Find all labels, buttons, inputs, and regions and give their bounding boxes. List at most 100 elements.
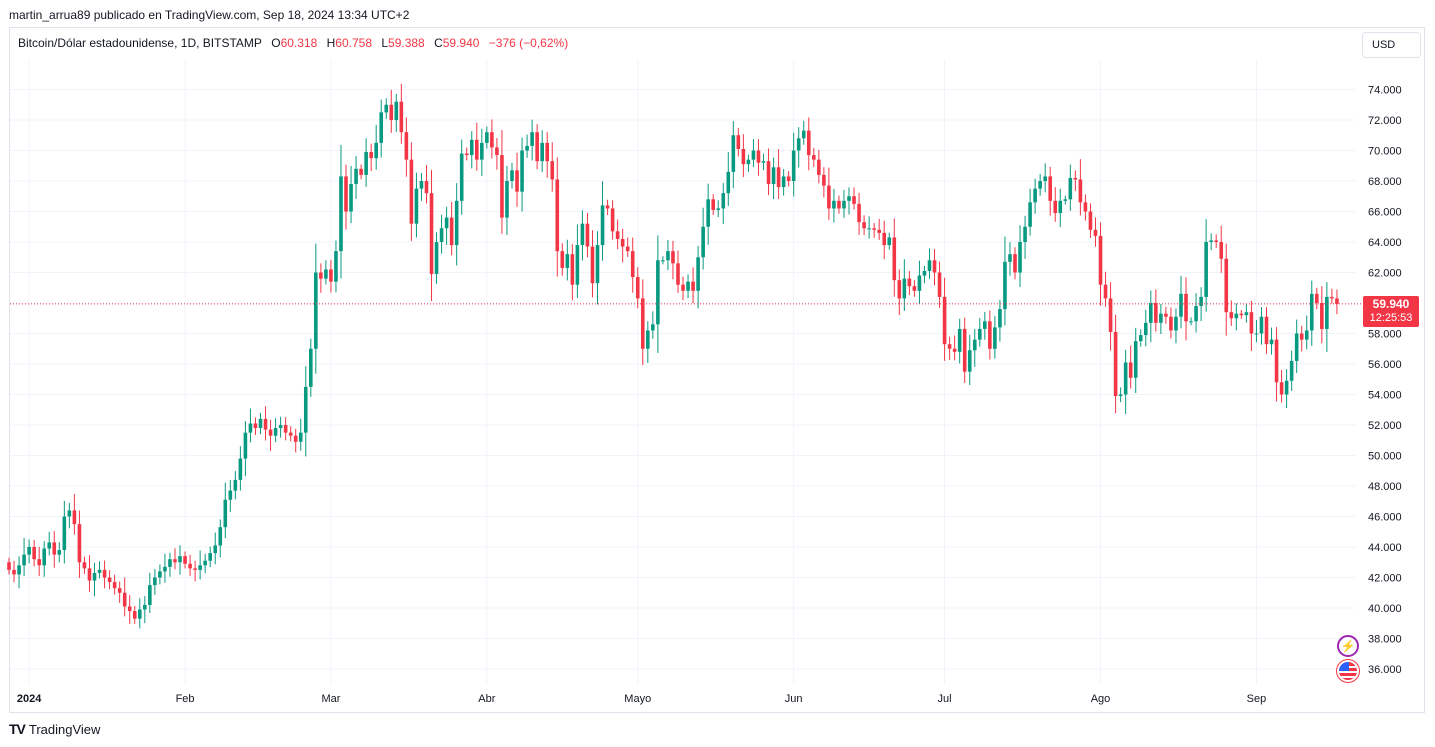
candle-body <box>847 196 851 201</box>
candle-body <box>495 147 499 156</box>
candle-body <box>630 251 635 278</box>
candle-body <box>258 418 263 429</box>
candle-body <box>92 572 97 581</box>
candle-body <box>550 161 555 180</box>
candle-body <box>1274 339 1279 383</box>
candle-body <box>736 135 741 149</box>
candle-body <box>711 199 715 210</box>
candle-body <box>1123 362 1128 395</box>
candle-body <box>1093 229 1098 236</box>
open-value: 60.318 <box>280 36 318 50</box>
candle-body <box>102 569 107 578</box>
candle-body <box>952 348 957 352</box>
candle-body <box>22 554 26 566</box>
candle-body <box>309 348 313 387</box>
candle-body <box>334 251 338 282</box>
candle-body <box>480 142 484 160</box>
candle-body <box>263 418 268 430</box>
low-value: 59.388 <box>388 36 425 50</box>
candle-body <box>52 542 57 555</box>
candle-body <box>806 130 811 156</box>
candle-body <box>122 592 127 607</box>
candle-body <box>615 231 620 239</box>
candle-body <box>857 203 861 223</box>
us-flag-icon[interactable] <box>1337 660 1359 682</box>
candle-body <box>706 199 710 227</box>
candle-body <box>676 263 680 285</box>
candle-body <box>977 328 982 340</box>
candle-body <box>1335 298 1339 304</box>
chart-frame <box>9 27 1425 713</box>
candle-body <box>298 432 303 442</box>
candle-body <box>681 284 685 291</box>
y-tick-label: 36.000 <box>1368 664 1402 676</box>
candle-body <box>42 548 47 566</box>
x-tick-label: Mayo <box>624 693 651 705</box>
candle-body <box>1315 293 1319 303</box>
candle-body <box>922 270 927 276</box>
candle-body <box>1184 293 1188 322</box>
candle-body <box>1239 313 1244 316</box>
candle-body <box>203 560 207 566</box>
candle-body <box>716 208 721 210</box>
candle-body <box>233 479 238 491</box>
candle-body <box>97 569 102 573</box>
candle-body <box>1209 240 1213 242</box>
candle-body <box>1269 339 1274 345</box>
candle-body <box>419 181 424 189</box>
candle-body <box>77 524 82 563</box>
y-tick-label: 74.000 <box>1368 85 1402 97</box>
candle-body <box>605 205 610 209</box>
lightning-icon[interactable]: ⚡ <box>1337 635 1359 657</box>
candle-body <box>791 150 796 181</box>
currency-button[interactable]: USD <box>1362 32 1421 58</box>
candle-body <box>1199 296 1203 307</box>
candle-body <box>1088 211 1093 230</box>
x-tick-label: Jul <box>938 693 952 705</box>
candle-body <box>143 604 147 610</box>
bar-countdown: 12:25:53 <box>1369 312 1413 324</box>
tradingview-brand[interactable]: TV TradingView <box>9 721 100 737</box>
candle-body <box>198 565 202 570</box>
candle-body <box>801 130 806 139</box>
candle-body <box>57 550 62 555</box>
candle-body <box>1330 296 1334 299</box>
candle-body <box>1028 202 1032 227</box>
candle-body <box>927 260 932 271</box>
candle-body <box>1244 312 1249 316</box>
candle-body <box>726 171 731 194</box>
x-tick-label: Feb <box>176 693 195 705</box>
candle-body <box>741 148 746 165</box>
candle-body <box>766 161 771 185</box>
y-tick-label: 62.000 <box>1368 268 1402 280</box>
candle-body <box>867 228 871 230</box>
candle-body <box>444 217 449 229</box>
candle-body <box>409 159 414 224</box>
candle-body <box>701 226 705 258</box>
candle-body <box>505 181 509 218</box>
candle-body <box>394 101 399 120</box>
open-label: O <box>271 36 281 50</box>
candle-body <box>887 237 892 246</box>
candle-body <box>374 142 378 159</box>
candle-body <box>932 260 937 273</box>
y-tick-label: 40.000 <box>1368 603 1402 615</box>
candle-body <box>731 135 736 172</box>
symbol-label[interactable]: Bitcoin/Dólar estadounidense, 1D, BITSTA… <box>18 36 262 50</box>
tradingview-logo-icon: TV <box>9 721 26 737</box>
y-tick-label: 42.000 <box>1368 573 1402 585</box>
candle-body <box>253 423 258 429</box>
x-tick-label: Mar <box>321 693 340 705</box>
candle-body <box>661 260 665 262</box>
candle-body <box>696 257 700 291</box>
candle-body <box>570 254 575 285</box>
candle-body <box>525 145 529 151</box>
y-tick-label: 68.000 <box>1368 176 1402 188</box>
candle-body <box>379 112 384 143</box>
candle-body <box>1299 333 1304 340</box>
candle-body <box>1294 333 1299 361</box>
candle-body <box>947 344 952 349</box>
candle-body <box>490 132 494 148</box>
candle-body <box>1254 333 1259 335</box>
